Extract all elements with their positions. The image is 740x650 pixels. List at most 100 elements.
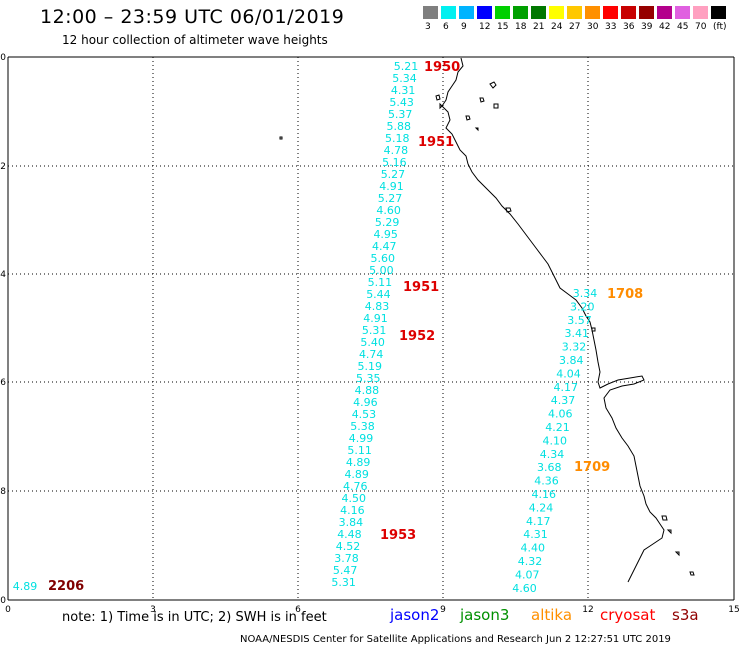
x-axis-tick: 12 bbox=[582, 605, 593, 615]
satellite-legend-item: jason2 bbox=[390, 606, 440, 624]
swh-reading-west: 5.19 bbox=[358, 360, 383, 373]
swh-reading-east: 4.31 bbox=[523, 528, 548, 541]
credit-line: NOAA/NESDIS Center for Satellite Applica… bbox=[240, 634, 671, 645]
scale-swatch bbox=[423, 6, 438, 19]
scale-tick-label: 6 bbox=[443, 22, 449, 32]
x-axis-tick: 15 bbox=[728, 605, 739, 615]
swh-reading-east: 4.32 bbox=[518, 555, 543, 568]
swh-reading-west: 4.31 bbox=[391, 84, 416, 97]
map-axes: 0 3 6 9 12 15 0 -2 -4 -6 -8 -10 bbox=[0, 53, 740, 615]
scale-swatch bbox=[639, 6, 654, 19]
swh-reading-west: 4.91 bbox=[379, 180, 404, 193]
scale-swatch bbox=[441, 6, 456, 19]
scale-swatch bbox=[513, 6, 528, 19]
scale-swatch bbox=[495, 6, 510, 19]
swh-reading-west: 5.44 bbox=[366, 288, 391, 301]
swh-reading-west: 3.84 bbox=[339, 516, 364, 529]
swh-reading-east: 4.04 bbox=[556, 367, 581, 380]
swh-reading-east: 4.07 bbox=[515, 568, 540, 581]
swh-reading-east: 4.24 bbox=[529, 501, 554, 514]
swh-reading-east: 4.16 bbox=[532, 488, 557, 501]
scale-swatch bbox=[477, 6, 492, 19]
x-axis-tick: 3 bbox=[150, 605, 156, 615]
scale-tick-label: 70 bbox=[695, 22, 707, 32]
scale-tick-label: 45 bbox=[677, 22, 689, 32]
swh-reading-west: 4.96 bbox=[353, 396, 378, 409]
scale-tick-label: 21 bbox=[533, 22, 545, 32]
y-axis-tick: 0 bbox=[0, 53, 6, 63]
swh-reading-east: 4.37 bbox=[551, 394, 576, 407]
swh-reading-east: 3.57 bbox=[567, 314, 592, 327]
swh-reading-west: 5.29 bbox=[375, 216, 400, 229]
y-axis-tick: -4 bbox=[0, 270, 6, 280]
scale-tick-label: 33 bbox=[605, 22, 617, 32]
pass-time-label: 1952 bbox=[399, 329, 435, 344]
scale-swatch bbox=[711, 6, 726, 19]
swh-reading-west: 5.16 bbox=[382, 156, 407, 169]
scale-tick-label: 42 bbox=[659, 22, 671, 32]
x-axis-tick: 9 bbox=[440, 605, 446, 615]
swh-reading-west: 5.27 bbox=[378, 192, 403, 205]
scale-tick-label: 36 bbox=[623, 22, 635, 32]
swh-reading-west: 4.88 bbox=[355, 384, 380, 397]
pass-time-label: 1951 bbox=[418, 135, 454, 150]
swh-reading-east: 4.36 bbox=[534, 475, 559, 488]
swh-reading-west: 5.37 bbox=[388, 108, 413, 121]
swh-reading-east: 4.17 bbox=[554, 381, 579, 394]
pass-time-label: 1950 bbox=[424, 60, 460, 75]
swh-reading-west: 5.11 bbox=[347, 444, 372, 457]
scale-tick-label: 39 bbox=[641, 22, 653, 32]
swh-reading-east: 4.60 bbox=[512, 582, 537, 595]
swh-reading-west: 4.50 bbox=[342, 492, 367, 505]
satellite-legend-item: altika bbox=[531, 606, 573, 624]
scale-tick-label: 27 bbox=[569, 22, 581, 32]
swh-reading-west: 4.53 bbox=[352, 408, 377, 421]
scale-swatch bbox=[531, 6, 546, 19]
swh-reading-west: 5.21 bbox=[394, 60, 419, 73]
swh-reading-west: 5.40 bbox=[360, 336, 385, 349]
swh-reading-east: 3.41 bbox=[565, 327, 590, 340]
pass-time-label: 2206 bbox=[48, 579, 84, 594]
scale-swatch bbox=[621, 6, 636, 19]
scale-tick-label: 9 bbox=[461, 22, 467, 32]
pass-time-label: 1708 bbox=[607, 287, 643, 302]
swh-reading-east: 3.32 bbox=[562, 341, 587, 354]
altimeter-readings: 5.215.344.315.435.375.885.184.785.165.27… bbox=[13, 60, 643, 595]
swh-reading-lone: 4.89 bbox=[13, 580, 38, 593]
swh-reading-west: 5.00 bbox=[369, 264, 394, 277]
swh-reading-east: 3.68 bbox=[537, 461, 562, 474]
swh-reading-east: 4.34 bbox=[540, 448, 565, 461]
swh-reading-west: 4.74 bbox=[359, 348, 384, 361]
footer-note: note: 1) Time is in UTC; 2) SWH is in fe… bbox=[62, 610, 327, 625]
swh-reading-west: 4.91 bbox=[363, 312, 388, 325]
scale-tick-label: 12 bbox=[479, 22, 491, 32]
swh-reading-east: 3.84 bbox=[559, 354, 584, 367]
y-axis-tick: -6 bbox=[0, 378, 6, 388]
scale-swatch bbox=[675, 6, 690, 19]
swh-reading-west: 5.47 bbox=[333, 564, 358, 577]
satellite-legend-item: jason3 bbox=[460, 606, 510, 624]
y-axis-tick: -2 bbox=[0, 162, 6, 172]
pass-time-label: 1951 bbox=[403, 280, 439, 295]
scale-tick-label: 24 bbox=[551, 22, 563, 32]
swh-reading-east: 4.06 bbox=[548, 408, 573, 421]
swh-reading-east: 4.21 bbox=[545, 421, 570, 434]
swh-reading-east: 4.10 bbox=[543, 434, 568, 447]
coastline bbox=[441, 57, 665, 583]
swh-reading-west: 5.60 bbox=[371, 252, 396, 265]
scale-swatch bbox=[657, 6, 672, 19]
scale-tick-label: 30 bbox=[587, 22, 599, 32]
swh-reading-east: 4.40 bbox=[521, 542, 546, 555]
swh-reading-west: 4.89 bbox=[344, 468, 369, 481]
swh-reading-west: 5.18 bbox=[385, 132, 410, 145]
scale-tick-label: 15 bbox=[497, 22, 509, 32]
satellite-legend-item: s3a bbox=[672, 606, 699, 624]
swh-reading-west: 3.78 bbox=[334, 552, 359, 565]
swh-reading-west: 5.27 bbox=[381, 168, 406, 181]
swh-reading-west: 5.35 bbox=[356, 372, 381, 385]
swh-reading-west: 4.48 bbox=[337, 528, 362, 541]
swh-reading-west: 4.83 bbox=[365, 300, 390, 313]
swh-reading-west: 5.43 bbox=[389, 96, 414, 109]
scale-tick-label: 3 bbox=[425, 22, 431, 32]
